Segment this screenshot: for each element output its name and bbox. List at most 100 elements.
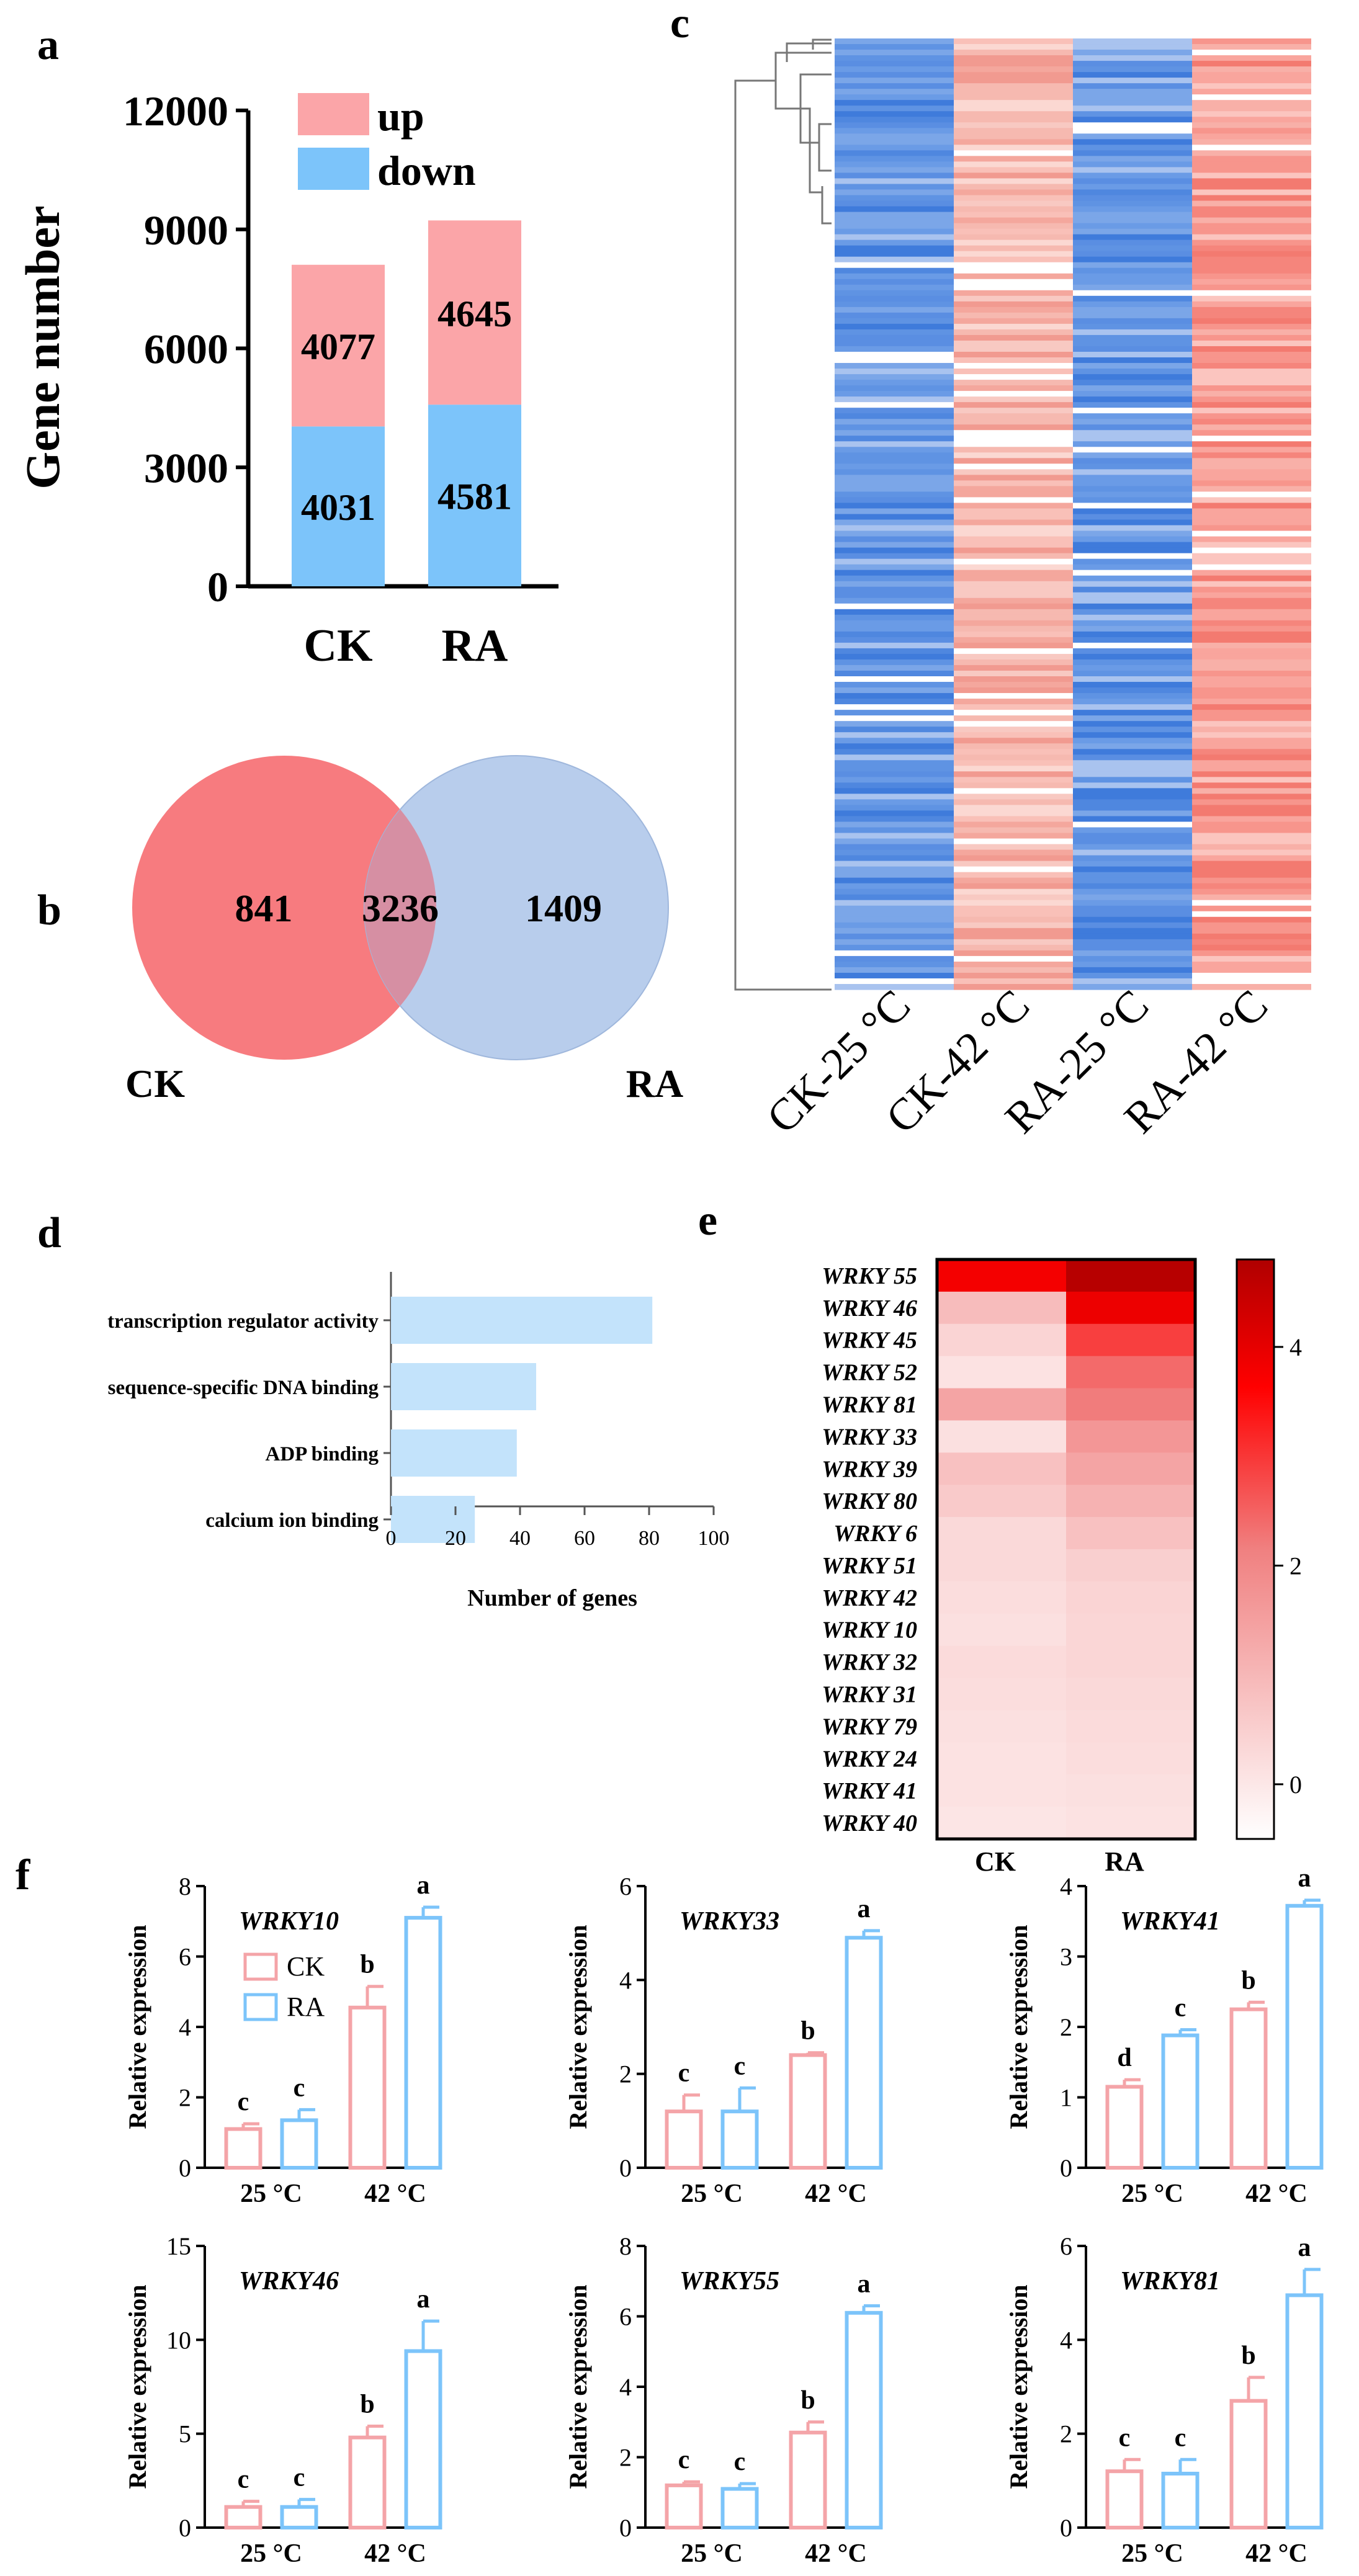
heatmap-cell xyxy=(1192,66,1311,73)
heatmap-cell xyxy=(954,743,1073,749)
heatmap-cell xyxy=(835,239,954,246)
heatmap-cell xyxy=(1192,855,1311,862)
bar-value-label: 4077 xyxy=(301,326,375,367)
heatmap-cell xyxy=(954,424,1073,431)
heatmap-cell xyxy=(835,637,954,643)
heatmap-cell xyxy=(1192,833,1311,839)
heatmap-cell xyxy=(835,206,954,213)
heatmap-cell xyxy=(954,978,1073,985)
heatmap-cell xyxy=(1192,827,1311,834)
heatmap-cell xyxy=(954,363,1073,369)
heatmap-cell xyxy=(1073,922,1192,929)
heatmap-cell xyxy=(1073,699,1192,705)
heatmap-cell xyxy=(954,402,1073,408)
heatmap-cell xyxy=(1066,1323,1195,1357)
legend-label: CK xyxy=(287,1951,325,1982)
heatmap-cell xyxy=(835,670,954,677)
bar-ra-42c xyxy=(845,1936,883,2170)
heatmap-cell xyxy=(1192,760,1311,766)
heatmap-cell xyxy=(835,597,954,604)
heatmap-column-4 xyxy=(1192,38,1311,990)
heatmap-cell xyxy=(954,284,1073,291)
heatmap-cell xyxy=(1192,61,1311,67)
significance-letter: a xyxy=(858,1895,871,1923)
heatmap-cell xyxy=(1192,536,1311,543)
legend-swatch-down xyxy=(298,148,369,190)
row-label: WRKY 31 xyxy=(822,1682,917,1708)
heatmap-cell xyxy=(1192,279,1311,285)
y-tick-label: 6 xyxy=(619,1872,632,1900)
heatmap-cell xyxy=(1192,184,1311,190)
heatmap-cell xyxy=(954,732,1073,738)
y-axis-label: Relative expression xyxy=(564,2284,592,2489)
column-label: RA xyxy=(1105,1846,1144,1877)
heatmap-cell xyxy=(1073,290,1192,297)
heatmap-cell xyxy=(954,463,1073,470)
heatmap-cell xyxy=(954,821,1073,828)
heatmap-cell xyxy=(1073,161,1192,168)
heatmap-cell xyxy=(1073,145,1192,151)
y-tick-label: 0 xyxy=(179,2514,191,2542)
heatmap-cell xyxy=(954,111,1073,117)
heatmap-cell xyxy=(1073,217,1192,224)
dendrogram-branch xyxy=(799,109,832,144)
heatmap-cell xyxy=(1073,44,1192,50)
heatmap-cell xyxy=(954,318,1073,324)
significance-letter: c xyxy=(1175,1994,1186,2023)
heatmap-cell xyxy=(1192,430,1311,436)
bar-ra-25c xyxy=(720,2109,759,2170)
heatmap-cell xyxy=(835,44,954,50)
heatmap-cell xyxy=(835,318,954,324)
heatmap-cell xyxy=(1073,346,1192,352)
heatmap-cell xyxy=(1192,200,1311,207)
heatmap-cell xyxy=(1073,693,1192,699)
heatmap-cell xyxy=(835,855,954,862)
heatmap-cell xyxy=(1192,295,1311,302)
heatmap-cell xyxy=(954,273,1073,280)
heatmap-cell xyxy=(954,570,1073,576)
heatmap-cell xyxy=(835,978,954,985)
heatmap-cell xyxy=(835,279,954,285)
heatmap-cell xyxy=(1073,223,1192,230)
heatmap-cell xyxy=(954,916,1073,923)
heatmap-cell xyxy=(835,340,954,347)
heatmap-cell xyxy=(1073,441,1192,447)
heatmap-cell xyxy=(835,648,954,655)
heatmap-cell xyxy=(954,50,1073,56)
heatmap-cell xyxy=(1073,374,1192,380)
heatmap-cell xyxy=(835,872,954,879)
heatmap-cell xyxy=(835,200,954,207)
significance-letter: c xyxy=(238,2088,249,2116)
heatmap-cell xyxy=(954,408,1073,414)
significance-letter: b xyxy=(360,2390,374,2419)
heatmap-cell xyxy=(835,396,954,403)
heatmap-cell xyxy=(954,939,1073,946)
heatmap-cell xyxy=(1192,670,1311,677)
dendrogram-branch xyxy=(786,42,832,62)
heatmap-cell xyxy=(835,167,954,174)
heatmap-cell xyxy=(954,89,1073,95)
heatmap-cell xyxy=(1073,396,1192,403)
heatmap-cell xyxy=(954,749,1073,755)
heatmap-cell xyxy=(1073,279,1192,285)
heatmap-cell xyxy=(954,100,1073,106)
heatmap-cell xyxy=(1192,251,1311,257)
bar-ra-25c xyxy=(280,2118,318,2170)
heatmap-cell xyxy=(954,267,1073,274)
heatmap-cell xyxy=(1073,200,1192,207)
heatmap-cell xyxy=(1192,614,1311,621)
heatmap-cell xyxy=(954,928,1073,934)
x-tick-label: 25 °C xyxy=(681,2539,743,2568)
heatmap-cell xyxy=(835,290,954,297)
heatmap-cell xyxy=(1073,766,1192,772)
dendrogram-branch xyxy=(774,73,832,110)
heatmap-cell xyxy=(954,530,1073,537)
heatmap-cell xyxy=(835,419,954,425)
heatmap-cell xyxy=(1073,575,1192,582)
panel-label-f: f xyxy=(16,1851,30,1899)
significance-letter: a xyxy=(858,2270,871,2298)
gene-title: WRKY81 xyxy=(1120,2267,1220,2296)
y-tick-label: 8 xyxy=(179,1872,191,1900)
heatmap-cell xyxy=(954,597,1073,604)
y-tick-label: 3 xyxy=(1060,1943,1072,1971)
